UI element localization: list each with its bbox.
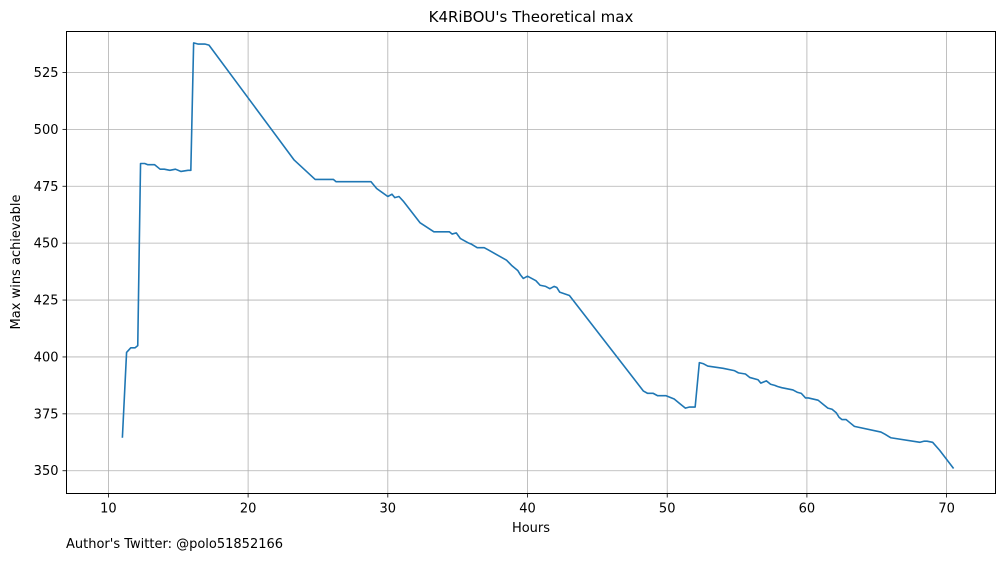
series-layer bbox=[121, 42, 955, 469]
y-tick-label: 450 bbox=[34, 237, 59, 252]
x-tick-label: 30 bbox=[380, 502, 397, 517]
chart-title: K4RiBOU's Theoretical max bbox=[429, 8, 634, 26]
x-tick-label: 20 bbox=[240, 502, 257, 517]
plot-frame bbox=[66, 31, 996, 494]
y-tick-label: 425 bbox=[34, 294, 59, 309]
y-tick-label: 500 bbox=[34, 123, 59, 138]
y-tick-label: 475 bbox=[34, 180, 59, 195]
x-axis: 10 20 30 40 50 60 70 bbox=[100, 493, 955, 517]
y-axis: 350 375 400 425 450 475 500 525 bbox=[34, 66, 67, 479]
y-tick-label: 375 bbox=[34, 407, 59, 422]
series-line bbox=[121, 42, 955, 469]
x-tick-label: 70 bbox=[938, 502, 955, 517]
y-tick-label: 400 bbox=[34, 350, 59, 365]
y-tick-label: 350 bbox=[34, 464, 59, 479]
author-credit: Author's Twitter: @polo51852166 bbox=[66, 537, 284, 552]
x-tick-label: 60 bbox=[799, 502, 816, 517]
grid bbox=[66, 31, 996, 494]
y-tick-label: 525 bbox=[34, 66, 59, 81]
x-tick-label: 40 bbox=[519, 502, 536, 517]
x-axis-label: Hours bbox=[512, 521, 550, 536]
y-axis-label: Max wins achievable bbox=[9, 195, 24, 330]
x-tick-label: 50 bbox=[659, 502, 676, 517]
x-tick-label: 10 bbox=[100, 502, 117, 517]
